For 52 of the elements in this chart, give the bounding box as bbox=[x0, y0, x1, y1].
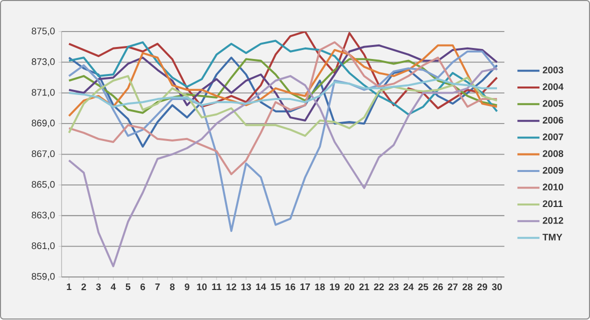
x-tick-label: 29 bbox=[477, 284, 488, 290]
x-tick-label: 4 bbox=[110, 284, 116, 290]
y-tick-label: 867,0 bbox=[32, 150, 55, 158]
x-tick-label: 11 bbox=[212, 284, 222, 290]
y-tick-label: 859,0 bbox=[32, 273, 55, 282]
y-tick-label: 871,0 bbox=[32, 89, 55, 98]
x-tick-label: 13 bbox=[241, 284, 252, 290]
x-tick-label: 14 bbox=[256, 284, 266, 290]
x-tick-label: 10 bbox=[197, 284, 207, 290]
x-tick-label: 22 bbox=[374, 284, 384, 290]
x-tick-label: 12 bbox=[226, 284, 236, 290]
x-tick-label: 17 bbox=[300, 284, 310, 290]
line-series bbox=[68, 50, 498, 232]
y-tick-label: 865,0 bbox=[32, 181, 55, 190]
y-tick-label: 873,0 bbox=[32, 58, 55, 66]
x-tick-label: 23 bbox=[388, 284, 399, 290]
legend-label: 2004 bbox=[542, 84, 564, 90]
legend-label: 2007 bbox=[542, 134, 564, 140]
x-tick-label: 20 bbox=[344, 284, 354, 290]
y-tick-label: 875,0 bbox=[32, 28, 55, 36]
x-tick-label: 6 bbox=[140, 284, 146, 290]
x-tick-label: 24 bbox=[403, 284, 414, 290]
x-tick-label: 16 bbox=[286, 284, 296, 290]
x-tick-label: 27 bbox=[448, 284, 458, 290]
x-tick-label: 26 bbox=[433, 284, 443, 290]
x-tick-label: 5 bbox=[126, 284, 130, 290]
legend-label: TMY bbox=[542, 234, 562, 241]
x-tick-label: 1 bbox=[66, 284, 72, 290]
legend-label: 2012 bbox=[542, 217, 564, 224]
x-tick-label: 19 bbox=[330, 284, 340, 290]
legend-label: 2008 bbox=[542, 150, 564, 158]
x-tick-label: 25 bbox=[418, 284, 428, 290]
legend-label: 2009 bbox=[542, 167, 564, 174]
legend-label: 2011 bbox=[542, 200, 563, 208]
y-tick-label: 869,0 bbox=[32, 120, 55, 128]
line-series bbox=[68, 56, 498, 148]
x-tick-label: 8 bbox=[170, 284, 175, 290]
legend-label: 2005 bbox=[542, 100, 564, 108]
x-tick-label: 30 bbox=[492, 284, 502, 290]
x-tick-label: 21 bbox=[359, 284, 370, 290]
x-tick-label: 28 bbox=[462, 284, 472, 290]
x-tick-label: 9 bbox=[184, 284, 190, 290]
legend-label: 2003 bbox=[542, 66, 564, 74]
x-tick-label: 7 bbox=[155, 284, 160, 290]
y-tick-label: 863,0 bbox=[32, 212, 55, 220]
legend-label: 2006 bbox=[542, 117, 564, 124]
x-tick-label: 15 bbox=[270, 284, 281, 290]
y-tick-label: 861,0 bbox=[32, 242, 55, 250]
legend-label: 2010 bbox=[542, 184, 564, 191]
x-tick-label: 2 bbox=[81, 284, 86, 290]
x-tick-label: 18 bbox=[315, 284, 325, 290]
x-tick-label: 3 bbox=[96, 284, 101, 290]
